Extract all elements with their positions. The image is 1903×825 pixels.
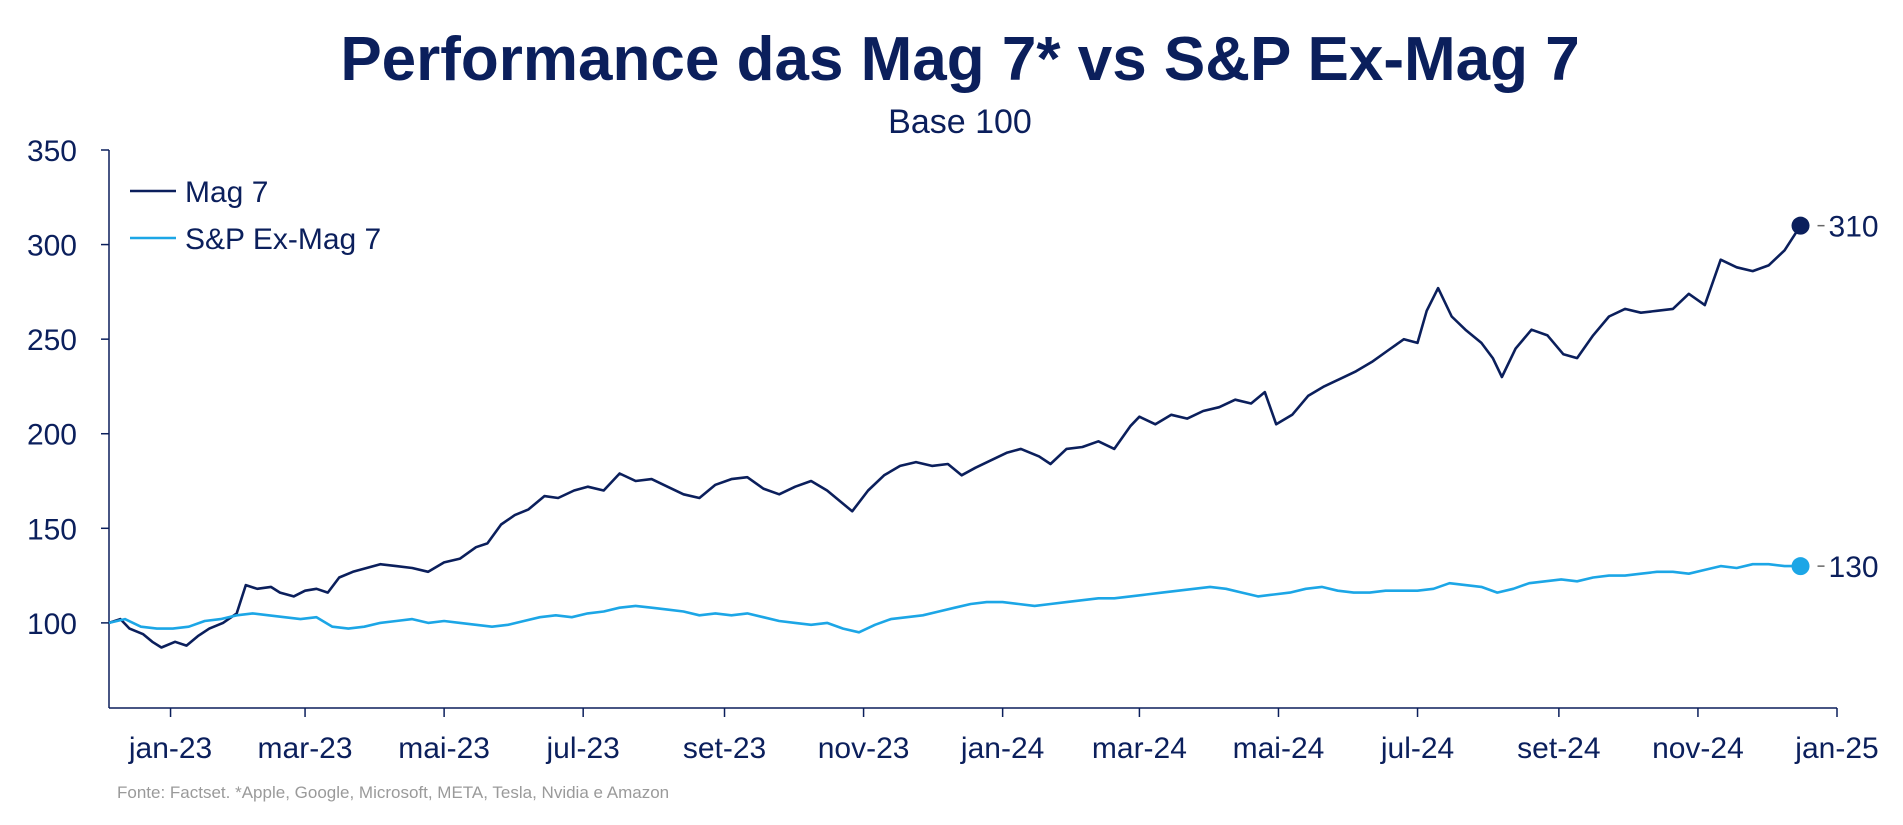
x-tick-label: mai-23 [398, 732, 490, 765]
source-note: Fonte: Factset. *Apple, Google, Microsof… [117, 783, 669, 802]
series-end-marker [1791, 216, 1810, 235]
legend: Mag 7 S&P Ex-Mag 7 [130, 176, 381, 256]
legend-label: Mag 7 [185, 176, 268, 209]
y-tick-label: 350 [27, 135, 77, 168]
series-line-mag7 [108, 224, 1802, 649]
legend-label: S&P Ex-Mag 7 [185, 223, 381, 256]
y-tick-label: 300 [27, 230, 77, 263]
x-tick-label: jan-24 [960, 732, 1044, 765]
x-tick-label: jul-24 [1380, 732, 1454, 765]
series-line-sp-ex-mag7 [108, 562, 1801, 634]
series-end-marker [1791, 557, 1810, 576]
y-tick-label: 200 [27, 419, 77, 452]
y-tick-label: 150 [27, 513, 77, 546]
series-layer: 310 130 [108, 211, 1879, 649]
x-tick-label: jan-23 [128, 732, 212, 765]
series-end-label: 130 [1829, 551, 1879, 584]
chart-title: Performance das Mag 7* vs S&P Ex-Mag 7 [340, 25, 1579, 94]
x-tick-label: mar-23 [258, 732, 353, 765]
x-tick-label: mar-24 [1092, 732, 1187, 765]
x-tick-label: set-24 [1517, 732, 1600, 765]
chart-subtitle: Base 100 [888, 103, 1032, 141]
x-tick-label: nov-23 [818, 732, 910, 765]
axes: 100 150 200 250 300 350 jan-23 mar-23 mai-23 jul-… [27, 135, 1879, 765]
x-tick-label: mai-24 [1233, 732, 1325, 765]
x-tick-label: nov-24 [1652, 732, 1744, 765]
series-end-label: 310 [1829, 211, 1879, 244]
y-tick-label: 100 [27, 608, 77, 641]
y-tick-label: 250 [27, 324, 77, 357]
x-tick-label: set-23 [683, 732, 766, 765]
x-tick-label: jan-25 [1794, 732, 1878, 765]
x-tick-label: jul-23 [545, 732, 619, 765]
